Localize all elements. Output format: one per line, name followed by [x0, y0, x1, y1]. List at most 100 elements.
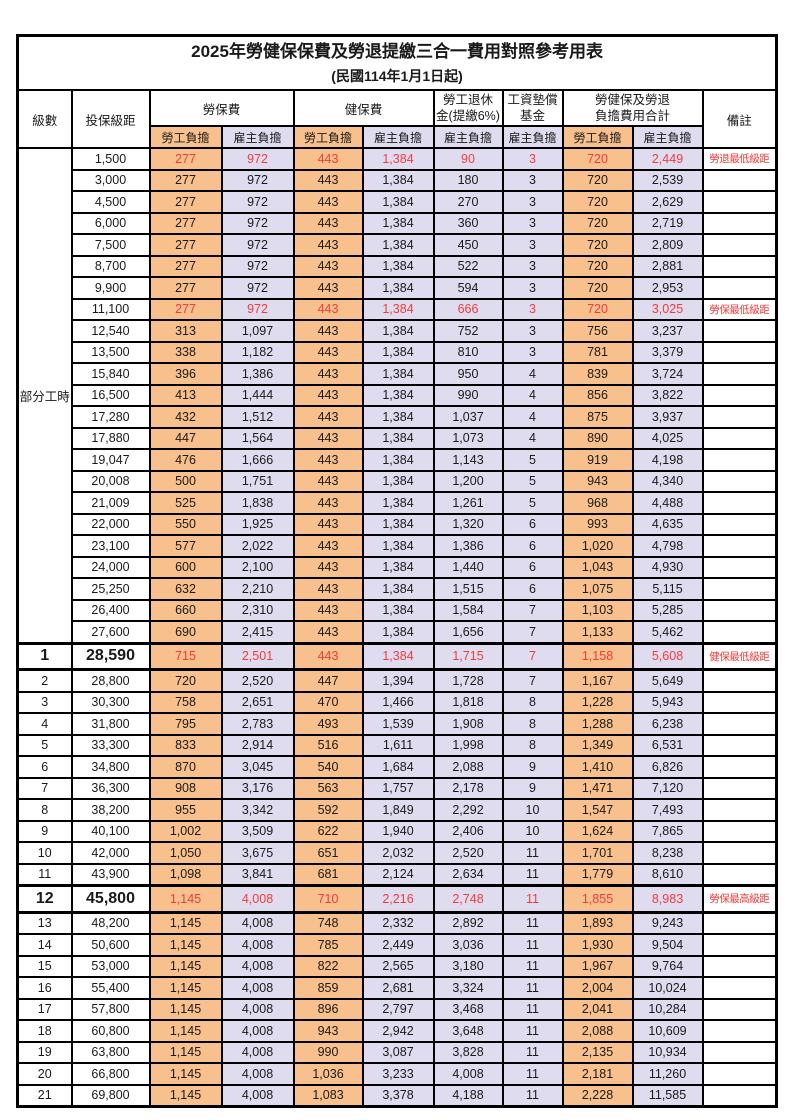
bracket-cell: 69,800 [70, 1083, 151, 1108]
labor-fee-employee-cell: 277 [148, 276, 223, 300]
total-employee-cell: 720 [561, 211, 634, 235]
total-employer-cell: 2,809 [631, 233, 704, 257]
labor-fee-employer-cell: 972 [220, 147, 295, 171]
bracket-cell: 19,047 [70, 448, 151, 472]
bracket-cell: 31,800 [70, 712, 151, 736]
table-row: 26,400 660 2,310 443 1,384 1,584 7 1,103 5,285 [18, 598, 778, 622]
total-employer-cell: 4,930 [631, 555, 704, 579]
labor-fee-employee-cell: 1,002 [148, 819, 223, 843]
wage-fund-employer-cell: 3 [501, 276, 564, 300]
labor-fee-employer-cell: 972 [220, 190, 295, 214]
table-head: 2025年勞健保保費及勞退提繳三合一費用對照參考用表 (民國114年1月1日起)… [16, 34, 778, 149]
table-row: 11,100 277 972 443 1,384 666 3 720 3,025 勞保最低級距 [18, 297, 778, 321]
wage-fund-label-line1: 工資墊償 [507, 93, 558, 107]
wage-fund-employer-cell: 8 [501, 733, 564, 757]
labor-fee-employer-cell: 4,008 [220, 1062, 295, 1086]
bracket-cell: 13,500 [70, 340, 151, 364]
wage-fund-employer-cell: 3 [501, 254, 564, 278]
labor-fee-employee-cell: 396 [148, 362, 223, 386]
total-employee-cell: 720 [561, 190, 634, 214]
bracket-cell: 22,000 [70, 512, 151, 536]
pension-employer-cell: 3,324 [432, 976, 504, 1000]
total-employer-cell: 10,024 [631, 976, 704, 1000]
pension-employer-cell: 1,143 [432, 448, 504, 472]
subheader-wage-fund-employer: 雇主負擔 [501, 125, 564, 149]
labor-fee-employee-cell: 525 [148, 491, 223, 515]
premium-reference-table: 2025年勞健保保費及勞退提繳三合一費用對照參考用表 (民國114年1月1日起)… [16, 34, 779, 1108]
bracket-cell: 45,800 [70, 884, 151, 914]
labor-fee-employer-cell: 1,444 [220, 383, 295, 407]
total-employer-cell: 11,260 [631, 1062, 704, 1086]
health-fee-employee-cell: 443 [292, 190, 364, 214]
health-fee-employee-cell: 470 [292, 690, 364, 714]
labor-fee-employee-cell: 1,145 [148, 976, 223, 1000]
health-fee-employer-cell: 1,384 [361, 276, 435, 300]
table-row: 25,250 632 2,210 443 1,384 1,515 6 1,075 5,115 [18, 577, 778, 601]
labor-fee-employer-cell: 4,008 [220, 911, 295, 935]
labor-fee-employer-cell: 972 [220, 211, 295, 235]
header-row-sub: 勞工負擔 雇主負擔 勞工負擔 雇主負擔 雇主負擔 雇主負擔 勞工負擔 雇主負擔 [18, 125, 777, 149]
bracket-cell: 36,300 [70, 776, 151, 800]
wage-fund-employer-cell: 5 [501, 491, 564, 515]
health-fee-employee-cell: 822 [292, 954, 364, 978]
total-employer-cell: 10,609 [631, 1019, 704, 1043]
pension-employer-cell: 1,386 [432, 534, 504, 558]
table-row: 14 50,600 1,145 4,008 785 2,449 3,036 11 1,930 9,… [16, 933, 778, 957]
total-employee-cell: 781 [561, 340, 634, 364]
wage-fund-employer-cell: 11 [501, 884, 564, 914]
health-fee-employee-cell: 1,036 [292, 1062, 364, 1086]
level-cell: 20 [16, 1062, 73, 1086]
labor-fee-employer-cell: 1,838 [220, 491, 295, 515]
total-label-line2: 負擔費用合計 [594, 109, 670, 123]
total-employee-cell: 919 [561, 448, 634, 472]
pension-employer-cell: 1,908 [432, 712, 504, 736]
total-employee-cell: 1,133 [561, 620, 634, 644]
labor-fee-employer-cell: 972 [220, 233, 295, 257]
labor-fee-employer-cell: 3,509 [220, 819, 295, 843]
pension-employer-cell: 2,088 [432, 755, 504, 779]
pension-employer-cell: 990 [432, 383, 504, 407]
table-row: 17 57,800 1,145 4,008 896 2,797 3,468 11 2,041 10… [16, 997, 778, 1021]
wage-fund-employer-cell: 10 [501, 798, 564, 822]
pension-label-line1: 勞工退休 [442, 93, 493, 107]
table-row: 15 53,000 1,145 4,008 822 2,565 3,180 11 1,967 9,… [16, 954, 778, 978]
remark-cell [701, 469, 778, 493]
pension-employer-cell: 1,200 [432, 469, 504, 493]
remark-cell [701, 491, 778, 515]
table-row: 1 28,590 715 2,501 443 1,384 1,715 7 1,158 5,608 健… [16, 641, 778, 671]
labor-fee-employer-cell: 4,008 [220, 1019, 295, 1043]
remark-cell [701, 911, 778, 935]
health-fee-employee-cell: 943 [292, 1019, 364, 1043]
wage-fund-employer-cell: 3 [501, 340, 564, 364]
remark-cell [701, 577, 778, 601]
table-row: 6,000 277 972 443 1,384 360 3 720 2,719 [18, 211, 778, 235]
pension-employer-cell: 90 [432, 147, 504, 171]
health-fee-employee-cell: 990 [292, 1040, 364, 1064]
total-employee-cell: 2,135 [561, 1040, 634, 1064]
labor-fee-employee-cell: 758 [148, 690, 223, 714]
labor-fee-employer-cell: 4,008 [220, 1083, 295, 1108]
health-fee-employer-cell: 2,449 [361, 933, 435, 957]
health-fee-employee-cell: 443 [292, 534, 364, 558]
health-fee-employer-cell: 1,384 [361, 512, 435, 536]
labor-fee-employee-cell: 1,145 [148, 997, 223, 1021]
remark-cell [701, 555, 778, 579]
pension-employer-cell: 3,180 [432, 954, 504, 978]
level-cell: 7 [16, 776, 73, 800]
bracket-cell: 33,300 [70, 733, 151, 757]
bracket-cell: 6,000 [70, 211, 151, 235]
health-fee-employee-cell: 493 [292, 712, 364, 736]
total-employer-cell: 6,238 [631, 712, 704, 736]
total-employer-cell: 3,724 [631, 362, 704, 386]
health-fee-employer-cell: 1,384 [361, 297, 435, 321]
health-fee-employer-cell: 1,757 [361, 776, 435, 800]
total-employee-cell: 2,228 [561, 1083, 634, 1108]
labor-fee-employee-cell: 476 [148, 448, 223, 472]
level-cell: 18 [16, 1019, 73, 1043]
total-employee-cell: 720 [561, 147, 634, 171]
total-employee-cell: 720 [561, 276, 634, 300]
column-header-remark: 備註 [701, 89, 778, 149]
wage-fund-employer-cell: 3 [501, 233, 564, 257]
remark-cell [701, 1040, 778, 1064]
remark-cell [701, 405, 778, 429]
